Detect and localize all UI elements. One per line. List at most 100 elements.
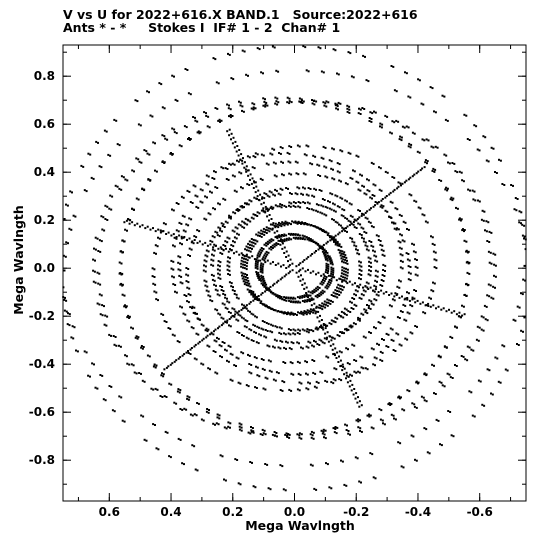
uv-point xyxy=(330,259,333,262)
uv-point xyxy=(363,308,366,311)
uv-point xyxy=(493,263,496,266)
y-tick-label: -0.4 xyxy=(29,357,55,371)
uv-point xyxy=(324,256,327,259)
uv-point xyxy=(357,209,360,212)
uv-point xyxy=(329,302,332,305)
uv-point xyxy=(174,284,177,286)
uv-point xyxy=(313,195,316,198)
uv-point xyxy=(236,331,239,333)
uv-point xyxy=(395,90,398,93)
uv-point xyxy=(380,204,383,207)
uv-point xyxy=(252,313,255,316)
uv-point xyxy=(487,250,490,253)
uv-point xyxy=(263,192,266,195)
uv-point xyxy=(237,357,240,360)
uv-point xyxy=(494,286,496,289)
uv-point xyxy=(414,258,417,261)
uv-point xyxy=(274,325,277,328)
uv-point xyxy=(221,455,224,458)
uv-point xyxy=(126,229,128,232)
uv-point xyxy=(352,223,355,226)
uv-point xyxy=(306,298,309,301)
uv-point xyxy=(384,196,387,199)
uv-point xyxy=(243,206,245,209)
uv-point xyxy=(358,400,361,403)
uv-point xyxy=(400,234,403,237)
uv-point xyxy=(296,341,299,344)
uv-point xyxy=(401,260,404,263)
uv-point xyxy=(426,162,428,165)
uv-point xyxy=(265,244,268,247)
uv-point xyxy=(254,152,257,155)
uv-point xyxy=(247,169,250,172)
uv-point xyxy=(182,312,185,315)
uv-point xyxy=(250,364,253,366)
uv-point xyxy=(254,296,257,299)
uv-point xyxy=(360,234,363,236)
uv-point xyxy=(334,234,337,237)
uv-point xyxy=(271,45,274,48)
uv-point xyxy=(232,286,234,289)
uv-point xyxy=(254,315,257,318)
uv-point xyxy=(290,312,293,315)
uv-point xyxy=(309,382,311,385)
uv-point xyxy=(214,230,217,233)
uv-point xyxy=(443,95,446,98)
uv-point xyxy=(235,209,238,211)
uv-point xyxy=(409,304,412,307)
uv-point xyxy=(352,221,355,223)
uv-point xyxy=(409,146,412,149)
uv-point xyxy=(350,75,353,78)
uv-point xyxy=(480,315,483,318)
uv-point xyxy=(363,108,366,110)
uv-point xyxy=(235,296,238,299)
uv-point xyxy=(350,307,353,309)
uv-point xyxy=(285,340,287,343)
uv-point xyxy=(314,242,317,245)
uv-point xyxy=(227,344,230,347)
uv-point xyxy=(283,332,285,335)
uv-point xyxy=(157,448,160,451)
uv-point xyxy=(279,203,282,206)
uv-point xyxy=(217,202,220,205)
uv-point xyxy=(281,188,284,191)
uv-point xyxy=(256,240,259,243)
uv-point xyxy=(323,165,326,168)
uv-point xyxy=(433,266,436,269)
uv-point xyxy=(407,253,410,255)
uv-point xyxy=(362,313,365,316)
uv-point xyxy=(99,283,102,286)
uv-point xyxy=(193,345,196,348)
uv-point xyxy=(465,114,468,117)
uv-point xyxy=(252,241,255,244)
uv-point xyxy=(446,189,449,192)
uv-point xyxy=(287,328,290,331)
uv-point xyxy=(328,299,331,302)
uv-point xyxy=(175,237,178,240)
uv-point xyxy=(307,296,309,299)
uv-point xyxy=(147,178,150,181)
uv-point xyxy=(141,379,144,382)
uv-point xyxy=(391,298,394,301)
uv-point xyxy=(240,429,243,432)
uv-point xyxy=(275,339,278,342)
uv-point xyxy=(487,283,490,286)
uv-point xyxy=(377,321,380,324)
uv-point xyxy=(223,342,226,344)
uv-point xyxy=(347,219,350,222)
uv-point xyxy=(263,233,266,236)
uv-point xyxy=(207,411,210,414)
uv-point xyxy=(431,242,434,245)
uv-point xyxy=(242,304,245,307)
uv-point xyxy=(291,262,294,265)
uv-point xyxy=(152,282,155,285)
uv-point xyxy=(434,393,437,395)
uv-point xyxy=(288,312,291,315)
uv-point xyxy=(226,168,229,170)
uv-point xyxy=(191,414,194,417)
uv-point xyxy=(435,267,438,270)
uv-point xyxy=(207,115,210,118)
uv-point xyxy=(128,317,131,319)
uv-point xyxy=(334,428,337,430)
uv-point xyxy=(226,268,229,271)
